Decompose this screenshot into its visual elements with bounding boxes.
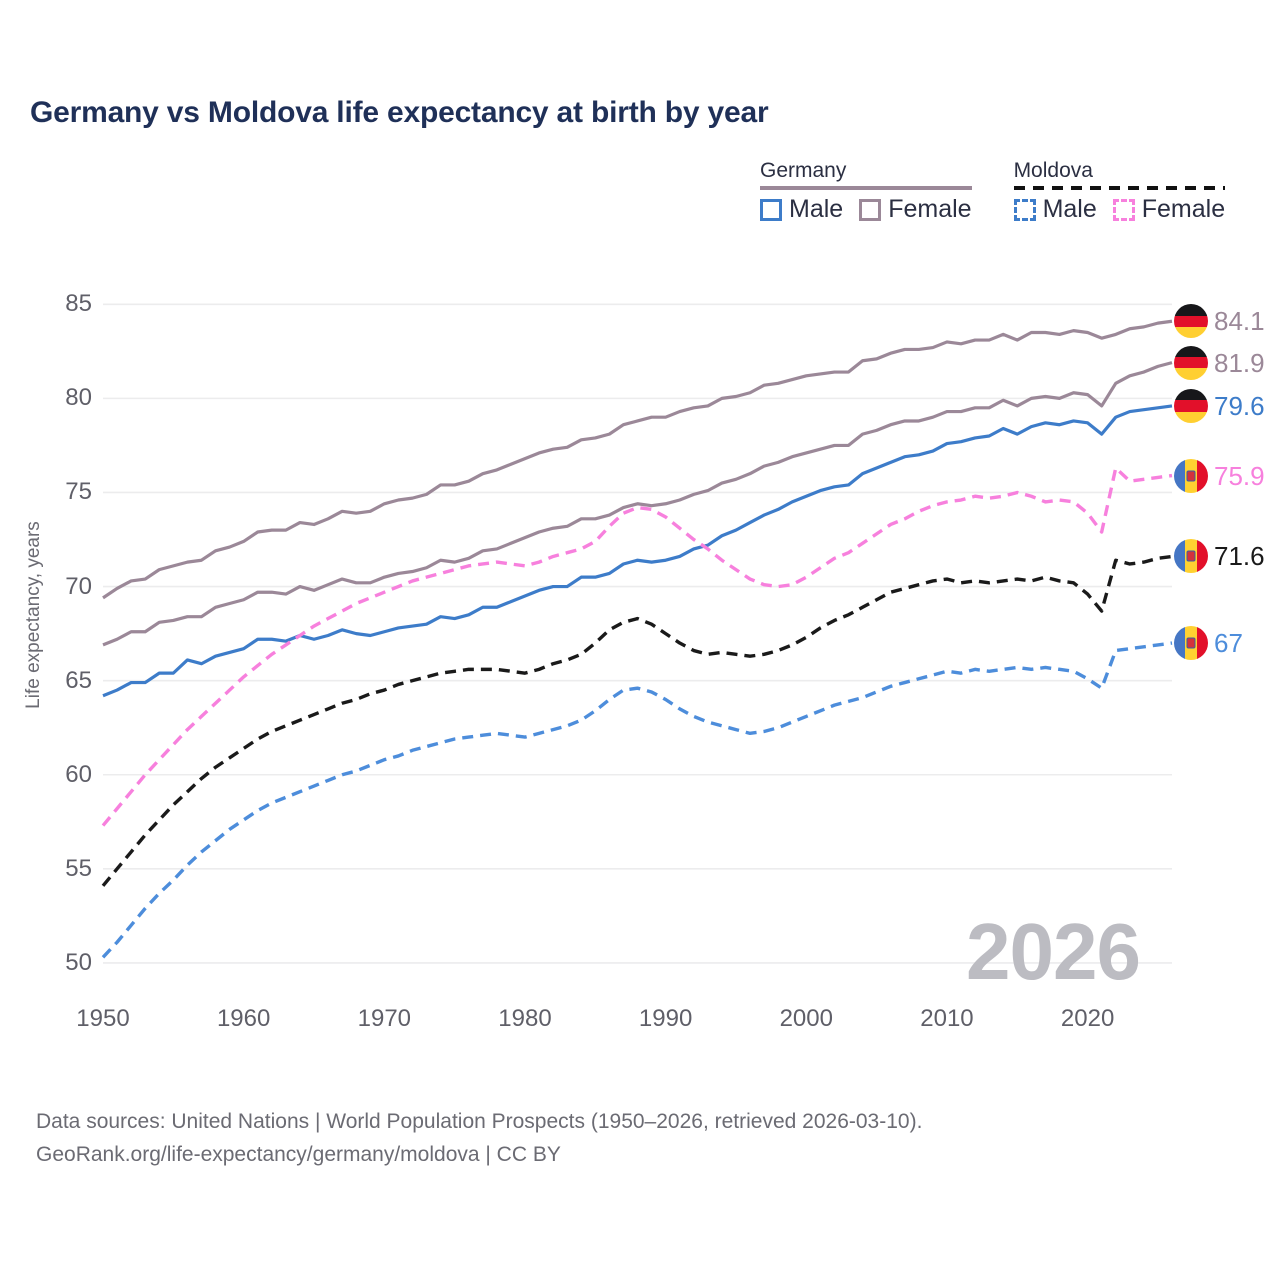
series-end-label: 67 — [1174, 626, 1243, 661]
legend-item-label: Male — [789, 195, 844, 223]
series-end-value: 75.9 — [1214, 460, 1265, 491]
series-end-value: 67 — [1214, 628, 1243, 659]
x-axis-tick-label: 2010 — [920, 1005, 974, 1032]
page-title: Germany vs Moldova life expectancy at bi… — [30, 96, 769, 129]
moldova-flag-icon — [1174, 539, 1208, 574]
x-axis-tick-label: 1990 — [638, 1005, 693, 1032]
series-line — [102, 404, 1173, 698]
series-line — [101, 466, 1173, 827]
y-axis-tick-label: 80 — [65, 384, 92, 412]
series-line — [102, 319, 1173, 600]
legend-rule-moldova — [1013, 186, 1226, 190]
x-axis-tick-label: 2000 — [779, 1005, 833, 1032]
series-end-label: 84.1 — [1174, 304, 1265, 339]
germany-flag-icon — [1174, 388, 1208, 423]
y-axis-tick-label: 60 — [65, 760, 92, 788]
x-axis-tick-label: 1960 — [216, 1005, 271, 1032]
y-axis-tick-label: 65 — [65, 666, 92, 694]
series-end-value: 71.6 — [1214, 541, 1265, 572]
legend-swatch-icon — [1013, 198, 1036, 221]
legend-swatch-icon — [760, 198, 782, 221]
series-line — [101, 641, 1173, 959]
y-axis-tick-label: 85 — [65, 290, 92, 318]
legend-country-germany: Germany — [760, 159, 847, 182]
legend-item-germany-female[interactable]: Female — [859, 195, 972, 223]
germany-flag-icon — [1174, 304, 1208, 339]
series-end-value: 81.9 — [1214, 347, 1265, 378]
series-end-label: 71.6 — [1174, 539, 1265, 574]
legend-item-label: Female — [888, 195, 972, 223]
chart-legend: Germany Male Female Moldova Male — [760, 159, 1226, 223]
y-axis-tick-label: 55 — [65, 854, 92, 882]
moldova-flag-icon — [1174, 458, 1208, 493]
legend-group-germany: Germany Male Female — [760, 160, 972, 222]
series-end-label: 79.6 — [1174, 388, 1265, 423]
x-axis-tick-label: 1970 — [357, 1005, 412, 1032]
x-axis-tick-label: 1950 — [76, 1005, 130, 1032]
series-end-label: 81.9 — [1174, 345, 1265, 380]
chart-footer: Data sources: United Nations | World Pop… — [36, 1106, 922, 1171]
x-axis-tick-label: 2020 — [1060, 1005, 1115, 1032]
legend-item-germany-male[interactable]: Male — [760, 197, 843, 222]
footer-attribution: GeoRank.org/life-expectancy/germany/mold… — [36, 1142, 561, 1166]
year-watermark: 2026 — [966, 907, 1141, 996]
series-end-label: 75.9 — [1174, 458, 1265, 493]
y-axis-tick-label: 50 — [65, 948, 92, 976]
series-line — [101, 554, 1173, 887]
moldova-flag-icon — [1174, 626, 1208, 661]
legend-item-label: Female — [1141, 195, 1226, 223]
series-line — [102, 361, 1173, 647]
germany-flag-icon — [1174, 345, 1208, 380]
series-end-value: 84.1 — [1214, 306, 1265, 337]
legend-group-moldova: Moldova Male Female — [1013, 159, 1226, 223]
legend-item-label: Male — [1042, 195, 1097, 223]
footer-data-sources: Data sources: United Nations | World Pop… — [36, 1110, 923, 1133]
legend-country-moldova: Moldova — [1013, 159, 1093, 182]
x-axis-tick-label: 1980 — [498, 1005, 552, 1032]
legend-rule-germany — [760, 186, 972, 190]
y-axis-tick-label: 75 — [65, 478, 92, 506]
series-end-value: 79.6 — [1214, 390, 1265, 421]
legend-swatch-icon — [1112, 198, 1135, 221]
legend-item-moldova-female[interactable]: Female — [1112, 195, 1226, 223]
legend-item-moldova-male[interactable]: Male — [1013, 195, 1097, 223]
y-axis-tick-label: 70 — [65, 572, 92, 600]
legend-swatch-icon — [859, 198, 882, 221]
